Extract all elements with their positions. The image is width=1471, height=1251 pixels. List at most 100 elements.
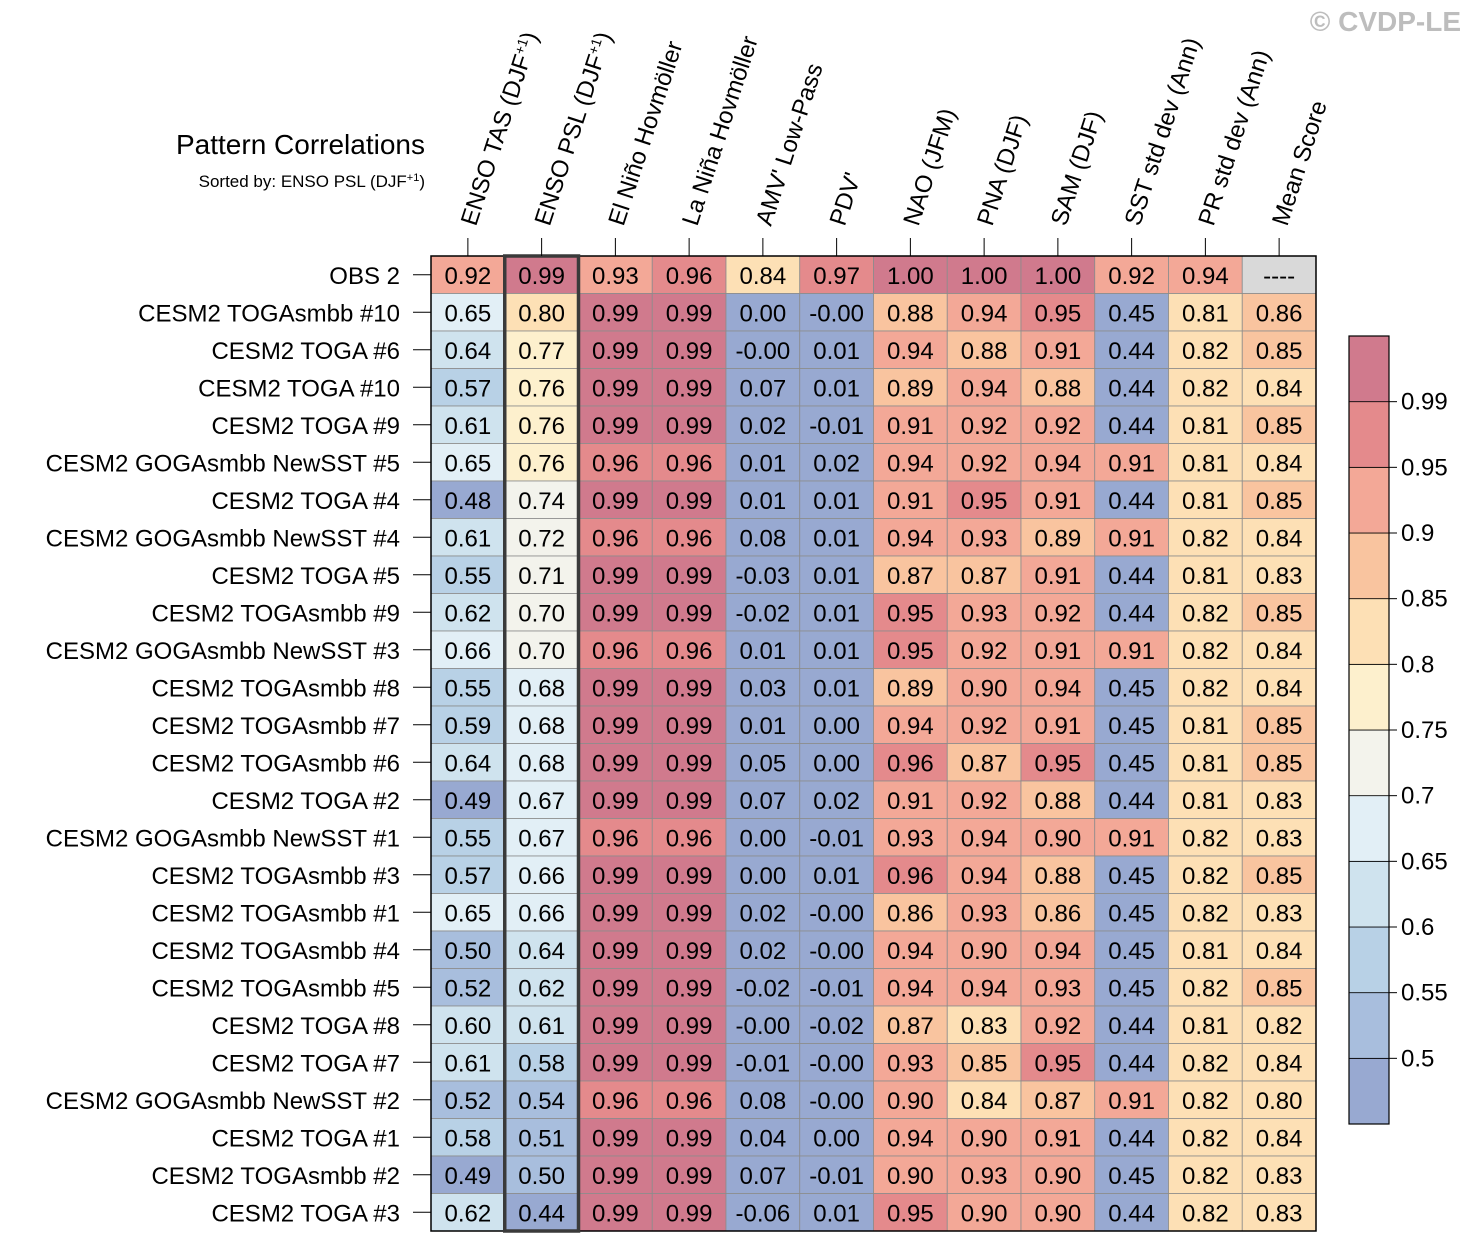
colorbar-segment	[1348, 532, 1390, 600]
row-label: CESM2 TOGAsmbb #7	[151, 713, 400, 740]
cell-value: 0.92	[1108, 263, 1155, 290]
cell-value: 0.99	[592, 1050, 639, 1077]
heatmap-cell	[1241, 1005, 1317, 1044]
cell-value: 0.84	[1256, 450, 1303, 477]
cell-value: 0.85	[1256, 713, 1303, 740]
heatmap-cell	[1094, 1080, 1169, 1119]
heatmap-cell	[799, 968, 874, 1007]
cell-value: 0.95	[887, 1200, 934, 1227]
cell-value: 0.66	[518, 863, 565, 890]
heatmap-cell	[1168, 1043, 1243, 1082]
heatmap-cell	[946, 630, 1022, 669]
heatmap-cell	[1241, 480, 1317, 519]
cell-value: 0.96	[666, 450, 713, 477]
heatmap-cells: 0.92 0.99 0.93 0.96 0.84 0.97 1.00 1.00 1.00 0.92…	[430, 255, 1317, 1232]
heatmap-cell	[873, 555, 948, 594]
cell-value: 0.84	[1256, 1125, 1303, 1152]
cell-value: -0.00	[809, 938, 864, 965]
cell-value: 0.82	[1182, 900, 1229, 927]
heatmap-cell	[799, 743, 874, 782]
heatmap-cell	[430, 780, 506, 819]
cell-value: 0.77	[518, 338, 565, 365]
cell-value: 0.99	[666, 600, 713, 627]
cell-value: 0.90	[1035, 825, 1082, 852]
cell-value: 0.94	[1182, 263, 1229, 290]
heatmap-cell	[651, 855, 727, 894]
cell-value: 0.96	[887, 863, 934, 890]
cell-value: 0.82	[1256, 1013, 1303, 1040]
cell-value: 0.81	[1182, 563, 1229, 590]
row-label: CESM2 TOGAsmbb #9	[151, 600, 400, 627]
cell-value: 0.44	[1108, 1200, 1155, 1227]
cell-value: 0.99	[666, 713, 713, 740]
column-header: ENSO PSL (DJF+1)	[530, 29, 618, 229]
cell-value: 0.99	[592, 788, 639, 815]
cell-value: 0.61	[445, 525, 492, 552]
heatmap-cell	[1020, 855, 1096, 894]
heatmap-cell	[504, 1005, 579, 1044]
row-label: CESM2 GOGAsmbb NewSST #1	[46, 825, 400, 852]
heatmap-cell	[430, 930, 506, 969]
cell-value: 0.82	[1182, 863, 1229, 890]
heatmap-cell	[799, 443, 874, 482]
heatmap-cell	[1168, 330, 1243, 369]
colorbar-segment	[1348, 466, 1390, 534]
cell-value: 0.81	[1182, 300, 1229, 327]
cell-value: 0.45	[1108, 300, 1155, 327]
heatmap-cell	[1168, 855, 1243, 894]
heatmap-cell	[1020, 705, 1096, 744]
cell-value: 0.60	[445, 1013, 492, 1040]
cell-value: 0.01	[813, 338, 860, 365]
heatmap-cell	[946, 255, 1022, 294]
heatmap-cell	[651, 405, 727, 444]
cell-value: 0.82	[1182, 1163, 1229, 1190]
cell-value: 0.99	[592, 300, 639, 327]
heatmap-cell	[725, 1193, 801, 1232]
cell-value: 0.48	[445, 488, 492, 515]
cell-value: 0.61	[445, 413, 492, 440]
cell-value: 0.91	[887, 488, 934, 515]
cell-value: 0.44	[1108, 600, 1155, 627]
cell-value: 0.55	[445, 563, 492, 590]
heatmap-cell	[430, 1005, 506, 1044]
heatmap-cell	[1168, 1155, 1243, 1194]
cell-value: 0.07	[740, 1163, 787, 1190]
colorbar-tick-label: 0.75	[1401, 717, 1448, 744]
cell-value: 0.82	[1182, 1200, 1229, 1227]
cell-value: 0.90	[961, 675, 1008, 702]
cell-value: 0.99	[666, 975, 713, 1002]
heatmap-cell	[1020, 818, 1096, 857]
heatmap-cell	[1241, 893, 1317, 932]
row-label: CESM2 TOGAsmbb #10	[138, 300, 400, 327]
heatmap-cell	[1168, 1005, 1243, 1044]
cell-value: 0.67	[518, 825, 565, 852]
heatmap-cell	[1168, 743, 1243, 782]
heatmap-cell	[1241, 1118, 1317, 1157]
cell-value: 0.99	[592, 1200, 639, 1227]
cell-value: 0.01	[740, 450, 787, 477]
heatmap-cell	[1094, 668, 1169, 707]
cell-value: 0.91	[1108, 450, 1155, 477]
heatmap-cell	[725, 368, 801, 407]
copyright-watermark: © CVDP-LE	[1309, 6, 1461, 37]
cell-value: 0.57	[445, 375, 492, 402]
cell-value: 0.59	[445, 713, 492, 740]
cell-value: 0.81	[1182, 413, 1229, 440]
cell-value: 0.91	[1108, 825, 1155, 852]
heatmap-cell	[1168, 968, 1243, 1007]
cell-value: 0.94	[887, 450, 934, 477]
colorbar-tick-label: 0.85	[1401, 586, 1448, 613]
heatmap-cell	[873, 443, 948, 482]
cell-value: 0.83	[1256, 1163, 1303, 1190]
heatmap-cell	[430, 705, 506, 744]
heatmap-cell	[651, 818, 727, 857]
row-label: CESM2 TOGA #1	[211, 1125, 400, 1152]
heatmap-cell	[1168, 293, 1243, 332]
heatmap-cell	[873, 630, 948, 669]
cell-value: 0.70	[518, 600, 565, 627]
heatmap-cell	[1241, 1155, 1317, 1194]
heatmap-cell	[946, 968, 1022, 1007]
cell-value: 0.85	[1256, 488, 1303, 515]
cell-value: 0.96	[592, 1088, 639, 1115]
cell-value: 0.81	[1182, 938, 1229, 965]
